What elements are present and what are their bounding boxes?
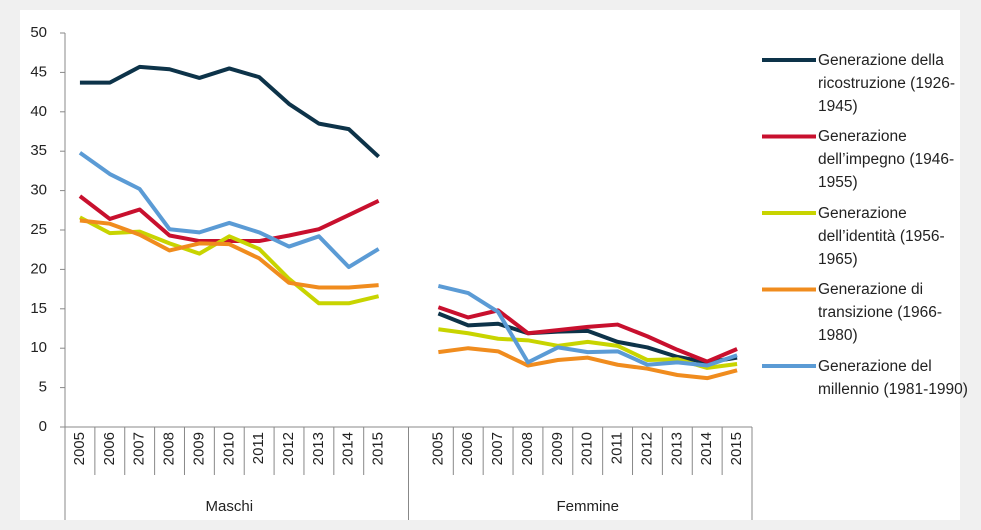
x-tick-label: 2011 <box>250 432 267 464</box>
x-tick-label: 2009 <box>549 432 566 465</box>
y-tick-label: 15 <box>30 300 47 317</box>
legend-label: Generazione di transizione (1966-1980) <box>818 281 943 344</box>
x-tick-label: 2015 <box>370 432 387 465</box>
x-tick-label: 2014 <box>340 432 357 465</box>
series-line <box>79 64 380 159</box>
x-tick-label: 2011 <box>609 432 626 464</box>
y-tick-label: 20 <box>30 260 47 277</box>
x-tick-label: 2007 <box>131 432 148 465</box>
x-tick-label: 2010 <box>579 432 596 465</box>
x-tick-label: 2012 <box>638 432 655 465</box>
plot-background <box>20 10 960 520</box>
series-line <box>437 311 738 365</box>
series-line <box>437 284 738 368</box>
y-tick-label: 45 <box>30 63 47 80</box>
x-tick-label: 2014 <box>698 432 715 465</box>
y-tick-label: 5 <box>39 379 47 396</box>
group-label: Maschi <box>206 498 254 515</box>
x-tick-label: 2012 <box>280 432 297 465</box>
series-line <box>437 305 738 364</box>
x-tick-label: 2005 <box>71 432 88 465</box>
x-tick-label: 2008 <box>519 432 536 465</box>
x-tick-label: 2013 <box>668 432 685 465</box>
series-line <box>438 346 738 381</box>
legend-label: Generazione del millennio (1981-1990) <box>818 357 968 398</box>
x-tick-label: 2005 <box>429 432 446 465</box>
x-tick-label: 2008 <box>161 432 178 465</box>
group-label: Femmine <box>556 498 619 515</box>
series-line <box>78 194 380 244</box>
y-tick-label: 50 <box>30 24 47 41</box>
legend-label: Generazione dell’identità (1956-1965) <box>818 204 945 268</box>
legend-label: Generazione della ricostruzione (1926-19… <box>818 51 955 115</box>
y-tick-label: 40 <box>30 103 47 120</box>
y-tick-label: 30 <box>30 182 47 199</box>
x-tick-label: 2013 <box>310 432 327 465</box>
x-tick-label: 2009 <box>190 432 207 465</box>
series-line <box>78 151 380 270</box>
x-tick-label: 2006 <box>101 432 118 465</box>
series-line <box>79 218 379 290</box>
y-tick-label: 35 <box>30 142 47 159</box>
x-tick-label: 2006 <box>459 432 476 465</box>
x-tick-label: 2007 <box>489 432 506 465</box>
y-tick-label: 10 <box>30 339 47 356</box>
legend-label: Generazione dell’impegno (1946-1955) <box>818 128 955 191</box>
y-tick-label: 25 <box>30 221 47 238</box>
y-tick-label: 0 <box>39 418 47 435</box>
x-tick-label: 2015 <box>728 432 745 465</box>
x-tick-label: 2010 <box>220 432 237 465</box>
